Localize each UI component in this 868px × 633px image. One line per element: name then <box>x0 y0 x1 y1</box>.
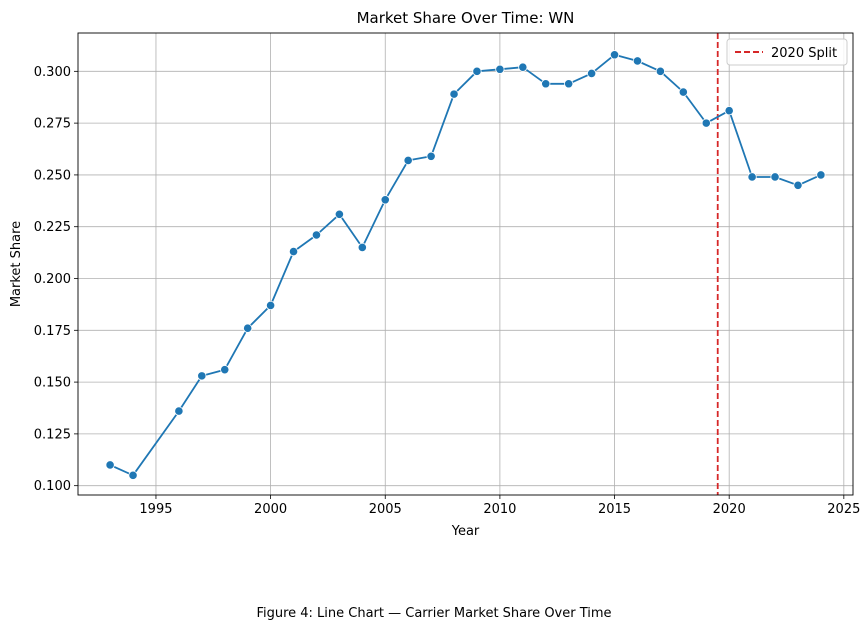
data-point <box>541 79 551 89</box>
data-point <box>197 371 207 381</box>
data-point <box>174 406 184 416</box>
data-point <box>357 242 367 253</box>
x-tick-label: 2025 <box>827 502 860 517</box>
plot-frame <box>77 32 854 496</box>
y-axis-title: Market Share <box>9 221 24 307</box>
data-point <box>701 118 711 128</box>
y-tick-label: 0.125 <box>34 427 71 442</box>
y-tick-label: 0.275 <box>34 117 71 132</box>
data-point <box>587 68 597 78</box>
data-point <box>770 172 780 182</box>
data-point <box>609 50 620 60</box>
x-tick-label: 2005 <box>369 502 402 517</box>
data-point <box>380 195 390 205</box>
series-line <box>109 53 822 477</box>
data-point <box>632 56 643 66</box>
data-point <box>266 300 276 311</box>
y-tick-label: 0.300 <box>34 65 71 80</box>
y-tick-label: 0.150 <box>34 376 71 391</box>
y-tick-label: 0.175 <box>34 324 71 339</box>
data-point <box>334 209 344 219</box>
data-point <box>564 79 574 89</box>
data-point <box>220 365 230 375</box>
data-point <box>724 106 734 116</box>
data-point <box>105 460 115 470</box>
legend-label-2020-split: 2020 Split <box>771 46 837 61</box>
data-point <box>128 470 138 480</box>
x-tick-label: 2000 <box>254 502 287 517</box>
x-tick-label: 2015 <box>598 502 631 517</box>
y-tick-label: 0.100 <box>34 479 71 494</box>
legend: 2020 Split <box>726 38 848 66</box>
x-axis-title: Year <box>451 524 480 539</box>
data-point <box>655 66 665 76</box>
data-point <box>426 151 436 161</box>
legend-box <box>726 38 848 66</box>
y-tick-label: 0.200 <box>34 272 71 287</box>
data-point <box>288 246 299 257</box>
y-tick-label: 0.250 <box>34 168 71 183</box>
series-layer <box>105 50 826 480</box>
data-point <box>311 230 322 240</box>
x-tick-label: 2010 <box>483 502 516 517</box>
data-point <box>816 170 826 180</box>
grid <box>78 33 853 495</box>
chart-title: Market Share Over Time: WN <box>357 9 575 27</box>
data-point <box>403 155 413 166</box>
x-tick-label: 1995 <box>139 502 172 517</box>
data-point <box>495 64 505 74</box>
figure-caption: Figure 4: Line Chart — Carrier Market Sh… <box>256 606 612 621</box>
data-point <box>747 172 757 182</box>
data-point <box>449 89 459 99</box>
data-point <box>793 180 803 190</box>
ticks-layer: 1995 2000 2005 2010 2015 2020 2025 0.100 0.125 0.… <box>34 65 861 517</box>
x-tick-label: 2020 <box>713 502 746 517</box>
data-point <box>678 87 688 97</box>
data-point <box>472 66 482 76</box>
data-point <box>518 62 528 72</box>
y-tick-label: 0.225 <box>34 220 71 235</box>
data-point <box>243 323 253 333</box>
